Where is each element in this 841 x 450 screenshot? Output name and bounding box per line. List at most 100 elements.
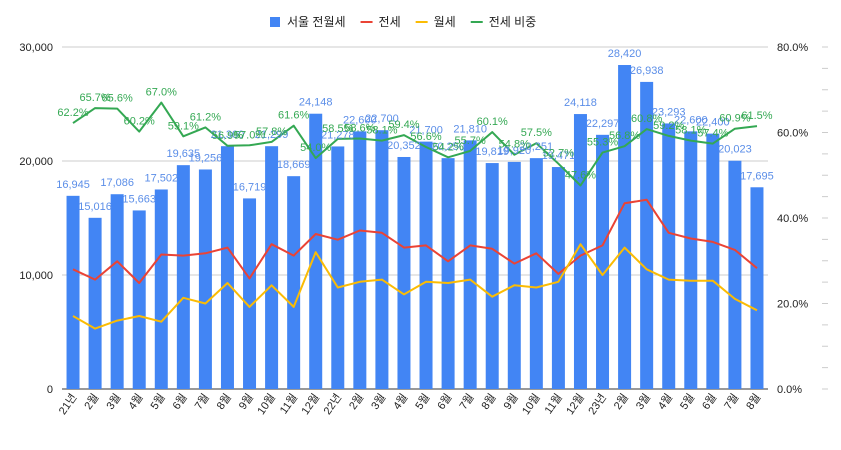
bar-value-label: 19,819	[475, 146, 509, 158]
bar-value-label: 24,148	[299, 97, 333, 109]
x-tick-label: 23년	[586, 391, 609, 417]
x-tick-label: 11월	[277, 391, 300, 416]
bar	[485, 163, 499, 389]
y-right-tick-label: 20.0%	[777, 299, 808, 311]
bar	[243, 198, 257, 389]
bar	[750, 187, 764, 389]
bar-value-label: 16,945	[56, 179, 90, 191]
bar-value-label: 22,700	[365, 113, 399, 125]
x-tick-label: 2월	[82, 391, 102, 412]
bar	[728, 160, 742, 389]
ratio-value-label: 60.1%	[477, 116, 508, 128]
series-line	[72, 101, 758, 187]
x-tick-label: 4월	[390, 391, 410, 412]
ratio-value-label: 60.8%	[631, 113, 662, 125]
x-tick-label: 6월	[170, 391, 190, 412]
bar-value-label: 21,810	[453, 123, 487, 135]
ratio-value-label: 56.8%	[609, 130, 640, 142]
x-tick-label: 4월	[655, 391, 675, 412]
ratio-value-label: 56.6%	[410, 131, 441, 143]
series-line	[72, 243, 758, 330]
x-tick-label: 12월	[299, 391, 322, 417]
x-tick-label: 3월	[368, 391, 388, 412]
x-tick-label: 7월	[721, 391, 741, 412]
x-tick-label: 9월	[236, 391, 256, 412]
bar-value-label: 20,023	[718, 144, 752, 156]
x-tick-label: 4월	[126, 391, 146, 412]
bar-value-label: 21,278	[321, 129, 355, 141]
bar	[88, 217, 102, 389]
bar-value-label: 21,300	[211, 129, 245, 141]
line-series	[72, 101, 758, 330]
legend-label: 서울 전월세	[287, 15, 346, 29]
bar-value-label: 19,471	[542, 150, 576, 162]
legend: 서울 전월세 전세 월세 전세 비중	[270, 15, 536, 29]
ratio-value-label: 57.4%	[697, 128, 728, 140]
bar-value-label: 23,293	[652, 106, 686, 118]
bar	[220, 146, 234, 389]
bar	[551, 167, 565, 389]
ratio-value-label: 62.2%	[57, 107, 88, 119]
x-tick-label: 8월	[214, 391, 234, 412]
y-right-tick-label: 40.0%	[777, 213, 808, 225]
x-tick-label: 10월	[255, 391, 278, 417]
ratio-value-label: 55.7%	[455, 135, 486, 147]
bar	[419, 141, 433, 389]
ratio-value-label: 54.8%	[499, 139, 530, 151]
legend-label: 전세	[379, 15, 401, 29]
x-tick-label: 5월	[413, 391, 433, 412]
x-tick-label: 7월	[457, 391, 477, 412]
bar	[110, 194, 124, 389]
bar-value-label: 16,719	[233, 181, 267, 193]
bar	[662, 123, 676, 389]
x-tick-label: 22년	[321, 391, 344, 417]
legend-label: 월세	[434, 15, 456, 29]
ratio-value-label: 60.9%	[719, 113, 750, 125]
data-labels: 16,945 15,016 17,086 15,663 17,502 19,63519,2…	[56, 48, 774, 213]
bar	[353, 131, 367, 390]
ratio-value-label: 47.6%	[565, 170, 596, 182]
bar	[375, 130, 389, 389]
ratio-value-label: 61.6%	[278, 110, 309, 122]
ratio-value-label: 58.1%	[366, 125, 397, 137]
bar	[265, 146, 279, 389]
bar-value-label: 15,663	[122, 193, 156, 205]
ratio-value-label: 57.5%	[521, 127, 552, 139]
bar-value-label: 28,420	[608, 48, 642, 60]
x-tick-label: 11월	[542, 391, 565, 416]
ratio-value-label: 61.2%	[190, 111, 221, 123]
x-tick-label: 10월	[519, 391, 542, 417]
bar	[507, 161, 521, 389]
ratio-value-label: 59.1%	[168, 120, 199, 132]
x-tick-label: 5월	[148, 391, 168, 412]
x-tick-label: 12월	[563, 391, 586, 417]
ratio-value-label: 58.6%	[344, 122, 375, 134]
bar-value-label: 24,118	[564, 97, 597, 109]
bar	[640, 81, 654, 389]
bar	[441, 158, 455, 389]
ratio-value-label: 56.9%	[212, 130, 243, 142]
bar	[287, 176, 301, 389]
x-tick-label: 6월	[699, 391, 719, 412]
ratio-value-label: 59.4%	[388, 119, 419, 131]
x-tick-label: 3월	[104, 391, 124, 412]
bar	[397, 156, 411, 389]
bar	[463, 140, 477, 389]
x-tick-label: 8월	[743, 391, 763, 412]
bar	[684, 131, 698, 390]
ratio-value-label: 58.5%	[322, 123, 353, 135]
ratio-value-label: 65.7%	[79, 92, 110, 104]
ratio-value-label: 57.8%	[256, 126, 287, 138]
bar-value-label: 20,251	[520, 141, 554, 153]
bar-value-label: 22,600	[674, 114, 708, 126]
bar-value-label: 19,256	[189, 152, 223, 164]
y-right-tick-label: 60.0%	[777, 128, 808, 140]
bar	[154, 189, 168, 389]
bar-value-label: 20,352	[387, 140, 421, 152]
x-tick-label: 9월	[501, 391, 521, 412]
x-tick-label: 6월	[435, 391, 455, 412]
bar-value-label: 19,635	[167, 148, 201, 160]
bar	[618, 65, 632, 390]
